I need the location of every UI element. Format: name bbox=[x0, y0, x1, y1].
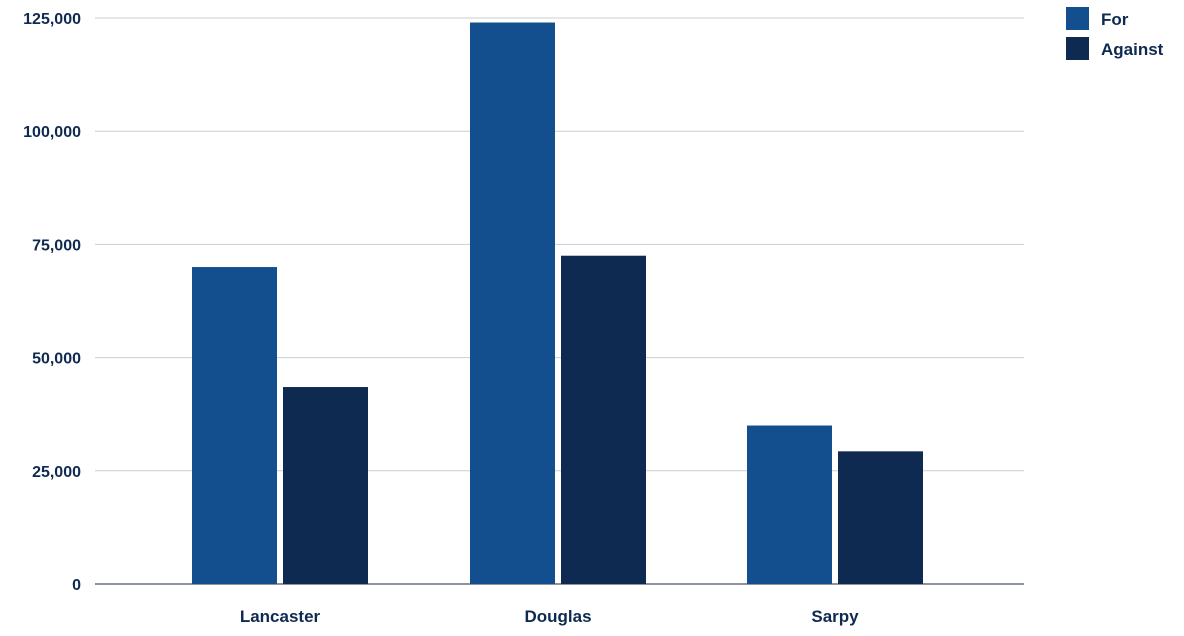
legend-label-against: Against bbox=[1101, 40, 1164, 59]
y-tick-label: 25,000 bbox=[32, 464, 81, 481]
y-tick-label: 0 bbox=[72, 577, 81, 594]
bars bbox=[192, 22, 923, 584]
bar-for-lancaster bbox=[192, 267, 277, 584]
y-tick-label: 100,000 bbox=[23, 124, 81, 141]
x-tick-label: Douglas bbox=[524, 607, 591, 626]
y-tick-label: 75,000 bbox=[32, 237, 81, 254]
bar-for-sarpy bbox=[747, 425, 832, 584]
bar-for-douglas bbox=[470, 22, 555, 584]
legend-swatch-against bbox=[1066, 37, 1089, 60]
x-tick-label: Lancaster bbox=[240, 607, 321, 626]
legend-swatch-for bbox=[1066, 7, 1089, 30]
y-tick-label: 50,000 bbox=[32, 351, 81, 368]
y-axis-tick-labels: 0 25,000 50,000 75,000 100,000 125,000 bbox=[23, 11, 81, 594]
x-tick-label: Sarpy bbox=[811, 607, 859, 626]
bar-against-lancaster bbox=[283, 387, 368, 584]
bar-against-douglas bbox=[561, 255, 646, 584]
legend: For Against bbox=[1066, 7, 1164, 60]
bar-against-sarpy bbox=[838, 451, 923, 584]
y-tick-label: 125,000 bbox=[23, 11, 81, 28]
x-axis-tick-labels: Lancaster Douglas Sarpy bbox=[240, 607, 859, 626]
legend-label-for: For bbox=[1101, 10, 1129, 29]
